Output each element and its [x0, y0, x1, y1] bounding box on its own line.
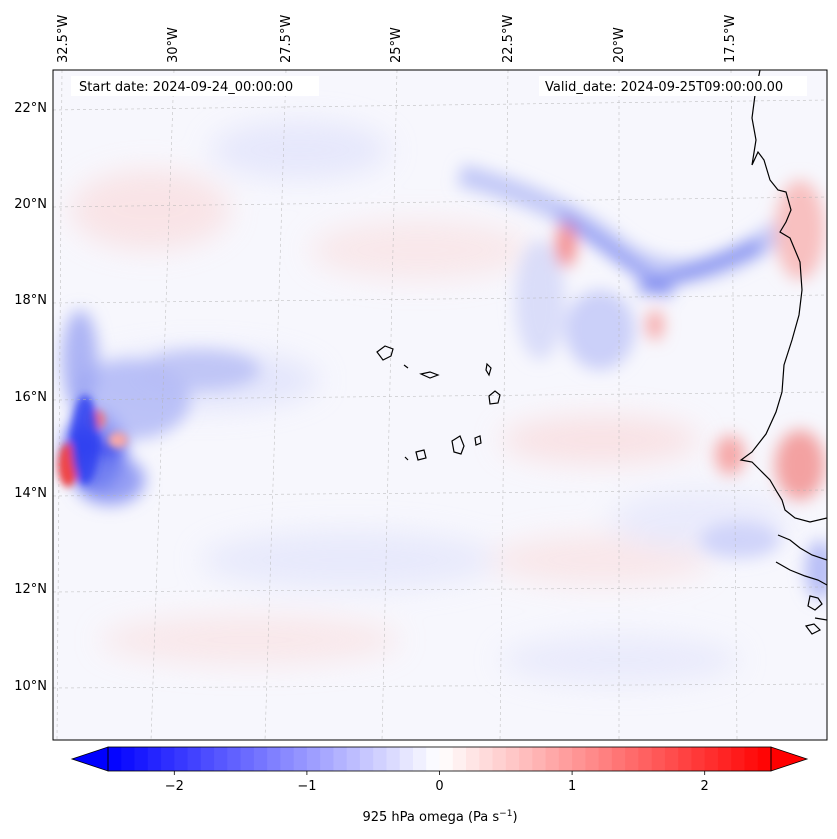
- colorbar-segment: [664, 747, 679, 771]
- lon-label: 32.5°W: [56, 15, 71, 63]
- colorbar-segment: [134, 747, 149, 771]
- map-frame: [52, 69, 828, 741]
- map-panel: Start date: 2024-09-24_00:00:00 Valid_da…: [53, 70, 827, 740]
- start-date-annotation: Start date: 2024-09-24_00:00:00: [71, 76, 319, 96]
- colorbar-segment: [187, 747, 202, 771]
- colorbar-segment: [147, 747, 162, 771]
- colorbar-tick-label: 2: [701, 779, 709, 794]
- colorbar-segment: [293, 747, 308, 771]
- colorbar-tick-label: −2: [165, 779, 184, 794]
- lat-label: 20°N: [14, 197, 47, 212]
- colorbar-segment: [452, 747, 467, 771]
- start-date-text: Start date: 2024-09-24_00:00:00: [79, 80, 293, 95]
- colorbar-segment: [373, 747, 388, 771]
- colorbar-tick-label: −1: [297, 779, 316, 794]
- colorbar-segment: [585, 747, 600, 771]
- colorbar-segment: [253, 747, 268, 771]
- colorbar-segment: [731, 747, 746, 771]
- colorbar-segment: [532, 747, 547, 771]
- colorbar-segment: [121, 747, 136, 771]
- colorbar-segment: [598, 747, 613, 771]
- lon-label: 27.5°W: [279, 15, 294, 63]
- lat-label: 16°N: [14, 390, 47, 405]
- colorbar-segments: [108, 747, 772, 771]
- colorbar-segment: [625, 747, 639, 771]
- lon-label: 22.5°W: [501, 15, 516, 63]
- colorbar-label: 925 hPa omega (Pa s−1): [362, 809, 517, 825]
- colorbar-extend-left: [70, 746, 109, 772]
- longitude-labels: 32.5°W 30°W 27.5°W 25°W 22.5°W 20°W 17.5…: [56, 15, 738, 63]
- coastline: [376, 70, 827, 635]
- colorbar-segment: [744, 747, 759, 771]
- colorbar-segment: [651, 747, 666, 771]
- colorbar-segment: [717, 747, 732, 771]
- valid-date-text: Valid_date: 2024-09-25T09:00:00.00: [545, 80, 783, 95]
- colorbar-segment: [399, 747, 414, 771]
- colorbar-segment: [227, 747, 242, 771]
- omega-field: [58, 120, 827, 685]
- lon-label: 20°W: [612, 27, 627, 63]
- lat-label: 10°N: [14, 679, 47, 694]
- colorbar-segment: [426, 747, 441, 771]
- lon-label: 25°W: [389, 27, 404, 63]
- colorbar-segment: [333, 747, 348, 771]
- colorbar-segment: [346, 747, 361, 771]
- colorbar: −2 −1 0 1 2 925 hPa omega (Pa s−1): [70, 746, 809, 825]
- lat-label: 14°N: [14, 486, 47, 501]
- colorbar-segment: [704, 747, 719, 771]
- colorbar-segment: [200, 747, 215, 771]
- colorbar-ticks: −2 −1 0 1 2: [165, 771, 709, 794]
- colorbar-segment: [691, 747, 706, 771]
- colorbar-segment: [306, 747, 321, 771]
- valid-date-annotation: Valid_date: 2024-09-25T09:00:00.00: [539, 76, 807, 96]
- lat-label: 18°N: [14, 293, 47, 308]
- colorbar-segment: [757, 747, 772, 771]
- colorbar-segment: [174, 747, 189, 771]
- lat-label: 22°N: [14, 101, 47, 116]
- colorbar-segment: [505, 747, 520, 771]
- colorbar-segment: [611, 747, 626, 771]
- colorbar-segment: [545, 747, 560, 771]
- colorbar-segment: [678, 747, 693, 771]
- colorbar-tick-label: 0: [435, 779, 443, 794]
- colorbar-segment: [280, 747, 295, 771]
- colorbar-segment: [519, 747, 533, 771]
- colorbar-segment: [572, 747, 586, 771]
- colorbar-segment: [108, 747, 122, 771]
- colorbar-segment: [214, 747, 228, 771]
- latitude-labels: 22°N 20°N 18°N 16°N 14°N 12°N 10°N: [14, 101, 47, 694]
- colorbar-segment: [439, 747, 454, 771]
- gridlines: [53, 70, 827, 740]
- colorbar-segment: [466, 747, 480, 771]
- colorbar-segment: [240, 747, 255, 771]
- colorbar-segment: [412, 747, 427, 771]
- colorbar-segment: [386, 747, 401, 771]
- colorbar-segment: [320, 747, 335, 771]
- colorbar-tick-label: 1: [568, 779, 576, 794]
- lat-label: 12°N: [14, 582, 47, 597]
- colorbar-segment: [492, 747, 507, 771]
- colorbar-segment: [359, 747, 374, 771]
- colorbar-extend-right: [770, 746, 809, 772]
- colorbar-segment: [161, 747, 175, 771]
- lon-label: 30°W: [166, 27, 181, 63]
- colorbar-segment: [267, 747, 281, 771]
- colorbar-segment: [638, 747, 653, 771]
- lon-label: 17.5°W: [723, 15, 738, 63]
- colorbar-segment: [479, 747, 494, 771]
- colorbar-segment: [558, 747, 573, 771]
